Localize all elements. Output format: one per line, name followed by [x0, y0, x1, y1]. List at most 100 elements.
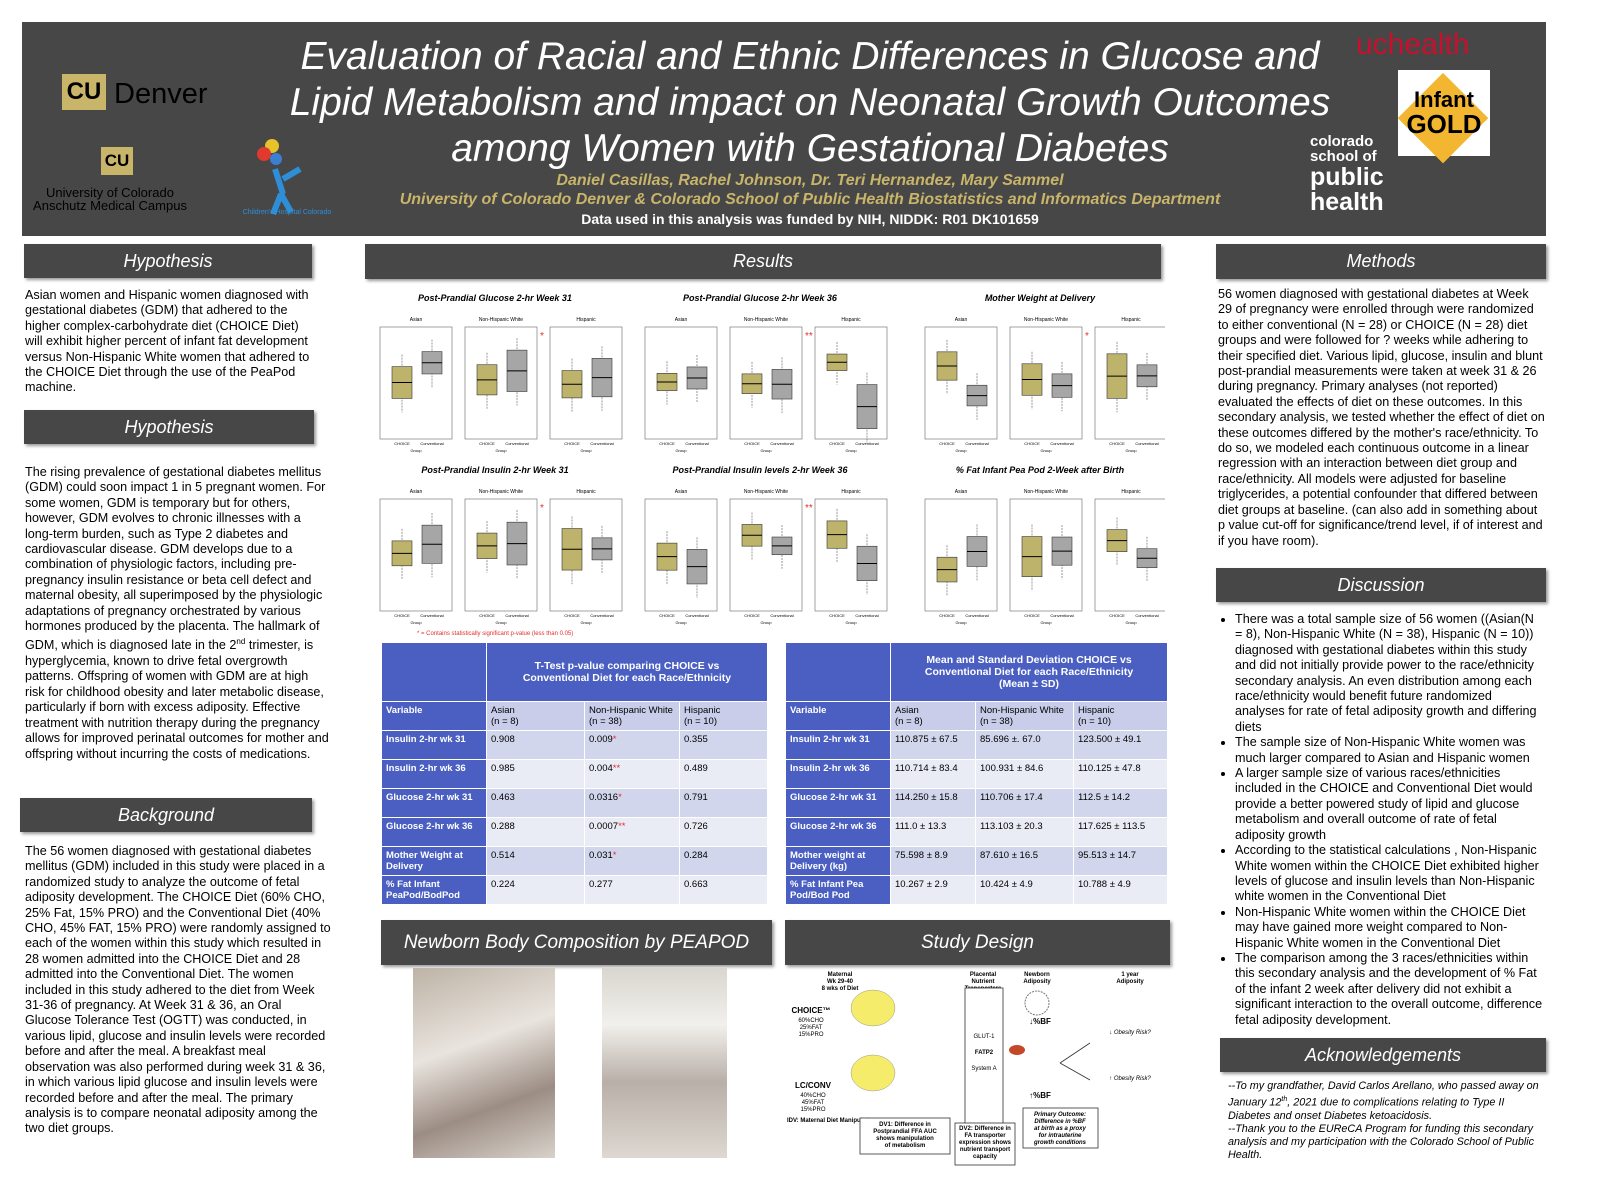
design-label: ↑ Obesity Risk? [1109, 1076, 1151, 1082]
cell-value: 0.288 [491, 821, 515, 832]
x-label: Group [845, 448, 857, 453]
design-label: shows manipulation [876, 1136, 934, 1142]
chart-title: Post-Prandial Insulin 2-hr Week 31 [421, 465, 568, 475]
table-cell: 110.875 ± 67.5 [890, 730, 976, 760]
section-heading: Discussion [1216, 568, 1546, 602]
design-label: ↓%BF [1029, 1017, 1051, 1026]
group-label: Conventional [855, 441, 878, 446]
column-n: (n = 38) [980, 716, 1014, 727]
table-cell: 123.500 ± 49.1 [1072, 730, 1169, 760]
table-row: Mother weight at Delivery (kg) 75.598 ± 8… [785, 846, 1169, 876]
hypothesis-text: Asian women and Hispanic women diagnosed… [25, 288, 310, 395]
cell-value: 0.355 [684, 734, 708, 745]
x-label: Group [760, 620, 772, 625]
design-label: of metabolism [885, 1143, 926, 1149]
column-header: Hispanic (n = 10) [1072, 701, 1169, 731]
table-cell: 10.424 ± 4.9 [975, 875, 1074, 905]
cell-value: 0.514 [491, 850, 515, 861]
group-label: Conventional [505, 613, 528, 618]
design-label: FA transporter [964, 1133, 1006, 1139]
significance-star: * [1085, 331, 1089, 342]
group-label: CHOICE [939, 441, 955, 446]
discussion-bullet: A larger sample size of various races/et… [1235, 766, 1544, 843]
chart-title: Post-Prandial Insulin levels 2-hr Week 3… [673, 465, 849, 475]
panel-title: Hispanic [1121, 489, 1141, 495]
table-cell: 110.125 ± 47.8 [1072, 759, 1169, 789]
panel-frame [464, 498, 538, 612]
title-row: T-Test p-value comparing CHOICE vs Conve… [381, 642, 768, 702]
panel-frame [1094, 498, 1165, 612]
cell-value: 112.5 ± 14.2 [1078, 792, 1131, 803]
design-label: 8 wks of Diet [822, 986, 859, 992]
cell-value: 100.931 ± 84.6 [980, 763, 1044, 774]
cu-logo-small: CU [101, 147, 133, 175]
table-cell: 113.103 ± 20.3 [975, 817, 1074, 847]
logo-infant: Infant GOLD [1406, 87, 1482, 139]
panel-title: Hispanic [1121, 317, 1141, 323]
x-label: Group [760, 448, 772, 453]
x-label: Group [955, 620, 967, 625]
design-label: at birth as a proxy [1034, 1126, 1086, 1132]
significance-star: ** [612, 763, 621, 774]
childrens-logo: Children's Hospital Colorado [243, 139, 332, 216]
cell-value: 0.463 [491, 792, 515, 803]
panel-title: Hispanic [576, 489, 596, 495]
table-cell: 0.489 [679, 759, 768, 789]
column-n: (n = 10) [684, 716, 718, 727]
design-label: 60%CHO [798, 1018, 824, 1024]
design-label: 15%PRO [800, 1107, 825, 1113]
section-heading: Results [365, 244, 1161, 279]
design-label: DV2: Difference in [959, 1126, 1011, 1132]
design-label: Primary Outcome: [1034, 1112, 1086, 1118]
group-label: CHOICE [1024, 441, 1040, 446]
table-row: Insulin 2-hr wk 31 0.908 0.009* 0.355 [381, 730, 768, 760]
design-label: 45%FAT [802, 1100, 825, 1106]
column-row: Variable Asian (n = 8) Non-Hispanic White (n… [381, 701, 768, 731]
table-cell: 0.0316* [584, 788, 680, 818]
x-label: Group [495, 448, 507, 453]
group-label: Conventional [685, 441, 708, 446]
logo-childrens: Children's Hospital Colorado [243, 209, 332, 216]
header-cell [785, 642, 891, 702]
peapod-photo [413, 968, 555, 1158]
panel-title: Asian [410, 489, 423, 495]
panel-frame [464, 326, 538, 440]
cell-value: 10.788 ± 4.9 [1078, 879, 1131, 890]
dv-box [1022, 1107, 1099, 1149]
group-label: CHOICE [1109, 613, 1125, 618]
x-label: Group [580, 620, 592, 625]
design-label: Adiposity [1023, 979, 1051, 985]
panel-title: Asian [410, 317, 423, 323]
cell-value: 0.0316 [589, 792, 619, 803]
fetus [1024, 990, 1050, 1016]
column-name: Asian [895, 705, 919, 716]
group-label: Conventional [1135, 441, 1158, 446]
methods-text: 56 women diagnosed with gestational diab… [1218, 287, 1545, 548]
group-label: Conventional [420, 613, 443, 618]
table-cell: 0.009* [584, 730, 680, 760]
design-label: System A [971, 1066, 996, 1072]
x-label: Group [495, 620, 507, 625]
chart-title: Post-Prandial Glucose 2-hr Week 36 [683, 293, 838, 303]
design-label: 25%FAT [800, 1025, 823, 1031]
group-label: CHOICE [939, 613, 955, 618]
section-heading: Newborn Body Composition by PEAPOD [381, 920, 772, 965]
dv-box [954, 1122, 1016, 1166]
x-label: Group [1125, 448, 1137, 453]
cell-value: 85.696 ±. 67.0 [980, 734, 1041, 745]
design-label: Postprandial FFA AUC [873, 1129, 937, 1135]
results-charts: Post-Prandial Glucose 2-hr Week 31 Asian C… [379, 293, 1165, 637]
group-label: CHOICE [564, 613, 580, 618]
panel-frame [924, 498, 998, 612]
design-label: nutrient transport [960, 1147, 1010, 1153]
table-cell: 0.355 [679, 730, 768, 760]
table-row: Glucose 2-hr wk 31 0.463 0.0316* 0.791 [381, 788, 768, 818]
group-label: CHOICE [744, 441, 760, 446]
group-label: CHOICE [829, 441, 845, 446]
group-label: CHOICE [659, 613, 675, 618]
logo-denver: Denver [114, 78, 208, 110]
significance-star: ** [805, 331, 813, 342]
table2: Mean and Standard Deviation CHOICE vs Co… [785, 642, 1169, 905]
